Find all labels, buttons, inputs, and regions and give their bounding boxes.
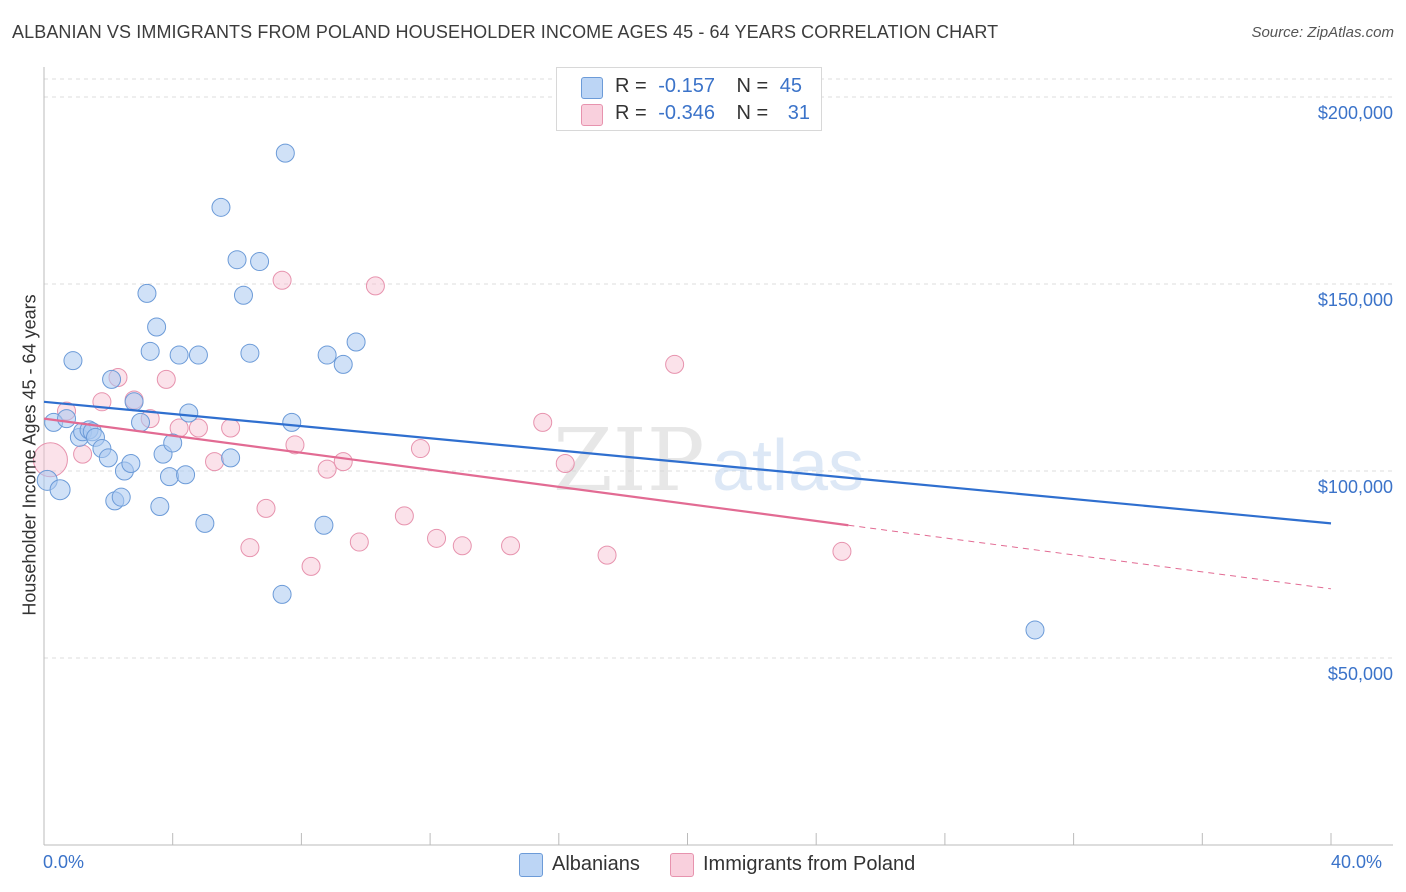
bottom-legend-label-albanians: Albanians bbox=[552, 853, 640, 875]
albanian-point bbox=[176, 465, 196, 485]
poland-point bbox=[73, 444, 93, 464]
albanian-point bbox=[317, 345, 337, 365]
albanian-point bbox=[195, 513, 215, 533]
albanian-point bbox=[140, 341, 160, 361]
albanian-point bbox=[179, 403, 199, 423]
albanian-point bbox=[240, 343, 260, 363]
poland-point bbox=[365, 276, 385, 296]
albanian-point bbox=[272, 584, 292, 604]
albanians-trend-line bbox=[43, 400, 1332, 525]
albanian-point bbox=[250, 252, 270, 272]
x-tick-label-max: 40.0% bbox=[1331, 852, 1383, 872]
poland-point bbox=[272, 270, 292, 290]
bottom-legend-albanians[interactable]: Albanians bbox=[519, 852, 659, 878]
albanian-points bbox=[36, 143, 1045, 640]
albanian-point bbox=[221, 448, 241, 468]
correlation-legend: R = -0.157 N = 45 R = -0.346 N = 31 bbox=[556, 67, 822, 131]
albanian-point bbox=[49, 479, 71, 501]
legend-swatch-poland bbox=[581, 104, 603, 126]
y-axis-title: Householder Income Ages 45 - 64 years bbox=[19, 294, 40, 616]
poland-point bbox=[256, 498, 276, 518]
albanian-point bbox=[57, 409, 77, 429]
albanian-point bbox=[150, 497, 170, 517]
albanian-point bbox=[333, 354, 353, 374]
y-tick-label: $100,000 bbox=[1317, 477, 1393, 497]
x-tick-label-min: 0.0% bbox=[43, 852, 85, 872]
source-credit: Source: ZipAtlas.com bbox=[1251, 24, 1394, 41]
legend-n-label: N = bbox=[736, 102, 769, 124]
albanian-point bbox=[131, 412, 151, 432]
albanian-point bbox=[159, 467, 179, 487]
albanian-point bbox=[163, 433, 183, 453]
poland-point bbox=[333, 452, 353, 472]
poland-trend-extension bbox=[848, 524, 1332, 590]
chart-title: ALBANIAN VS IMMIGRANTS FROM POLAND HOUSE… bbox=[12, 22, 999, 42]
axes bbox=[43, 67, 1393, 846]
y-tick-label: $200,000 bbox=[1317, 103, 1393, 123]
poland-point bbox=[349, 532, 369, 552]
albanian-point bbox=[63, 351, 83, 371]
watermark-atlas: atlas bbox=[712, 426, 864, 506]
albanian-point bbox=[102, 369, 122, 389]
poland-point bbox=[301, 556, 321, 576]
albanian-point bbox=[1025, 620, 1045, 640]
legend-r-value-albanians: -0.157 bbox=[658, 75, 715, 97]
poland-point bbox=[665, 354, 685, 374]
albanian-point bbox=[121, 454, 141, 474]
albanian-point bbox=[282, 412, 302, 432]
legend-n-value-poland: 31 bbox=[787, 102, 811, 124]
albanian-point bbox=[111, 487, 131, 507]
legend-row-albanians: R = -0.157 N = 45 bbox=[557, 74, 821, 100]
poland-point bbox=[427, 528, 447, 548]
albanian-point bbox=[211, 197, 231, 217]
poland-point bbox=[501, 536, 521, 556]
legend-n-label: N = bbox=[736, 75, 769, 97]
albanian-point bbox=[314, 515, 334, 535]
albanian-point bbox=[346, 332, 366, 352]
legend-r-label: R = bbox=[615, 102, 647, 124]
grid-lines bbox=[44, 78, 1393, 659]
albanian-point bbox=[188, 345, 208, 365]
poland-trend-line bbox=[43, 417, 849, 527]
poland-point bbox=[410, 439, 430, 459]
albanian-point bbox=[137, 283, 157, 303]
poland-points bbox=[32, 270, 852, 576]
poland-point bbox=[317, 459, 337, 479]
poland-point bbox=[188, 418, 208, 438]
watermark: ZIP atlas bbox=[553, 411, 864, 511]
bottom-legend-swatch-albanians bbox=[519, 853, 543, 877]
legend-r-label: R = bbox=[615, 75, 647, 97]
poland-point bbox=[394, 506, 414, 526]
bottom-legend-poland[interactable]: Immigrants from Poland bbox=[670, 852, 930, 878]
legend-swatch-albanians bbox=[581, 77, 603, 99]
legend-row-poland: R = -0.346 N = 31 bbox=[557, 101, 821, 127]
albanian-point bbox=[275, 143, 295, 163]
poland-point bbox=[221, 418, 241, 438]
poland-point bbox=[555, 454, 575, 474]
y-tick-label: $50,000 bbox=[1327, 664, 1393, 684]
bottom-legend-label-poland: Immigrants from Poland bbox=[703, 853, 916, 875]
bottom-legend-swatch-poland bbox=[670, 853, 694, 877]
albanian-point bbox=[233, 285, 253, 305]
poland-point bbox=[285, 435, 305, 455]
albanian-point bbox=[227, 250, 247, 270]
legend-r-value-poland: -0.346 bbox=[658, 102, 715, 124]
albanian-point bbox=[124, 392, 144, 412]
y-tick-label: $150,000 bbox=[1317, 290, 1393, 310]
poland-point bbox=[240, 538, 260, 558]
trend-lines bbox=[43, 400, 1332, 590]
poland-point bbox=[205, 452, 225, 472]
legend-n-value-albanians: 45 bbox=[779, 75, 803, 97]
poland-point bbox=[832, 541, 852, 561]
albanian-point bbox=[169, 345, 189, 365]
albanian-point bbox=[98, 448, 118, 468]
albanian-point bbox=[147, 317, 167, 337]
poland-point bbox=[452, 536, 472, 556]
poland-point bbox=[533, 412, 553, 432]
poland-point bbox=[597, 545, 617, 565]
poland-point bbox=[156, 369, 176, 389]
